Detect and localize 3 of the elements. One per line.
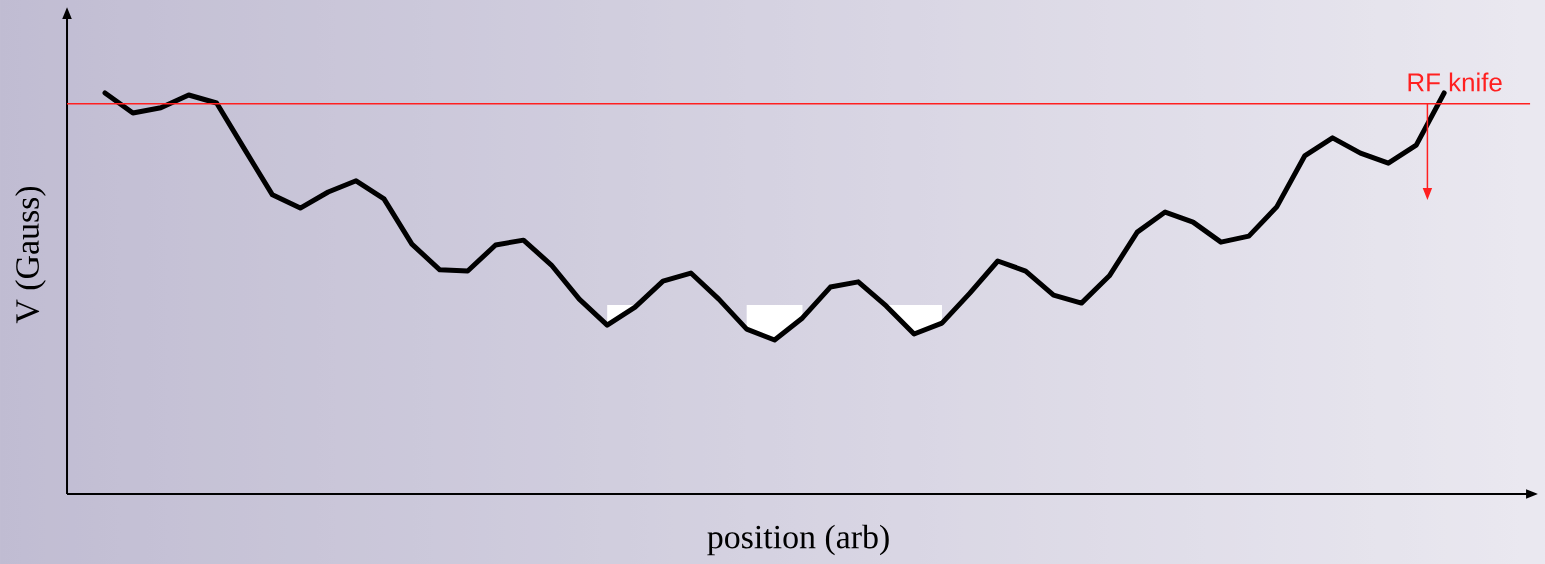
x-axis-title: position (arb) xyxy=(707,524,889,556)
ref-line-label: RF knife xyxy=(1408,72,1502,92)
y-axis-title: V (Gauss) xyxy=(15,186,46,324)
